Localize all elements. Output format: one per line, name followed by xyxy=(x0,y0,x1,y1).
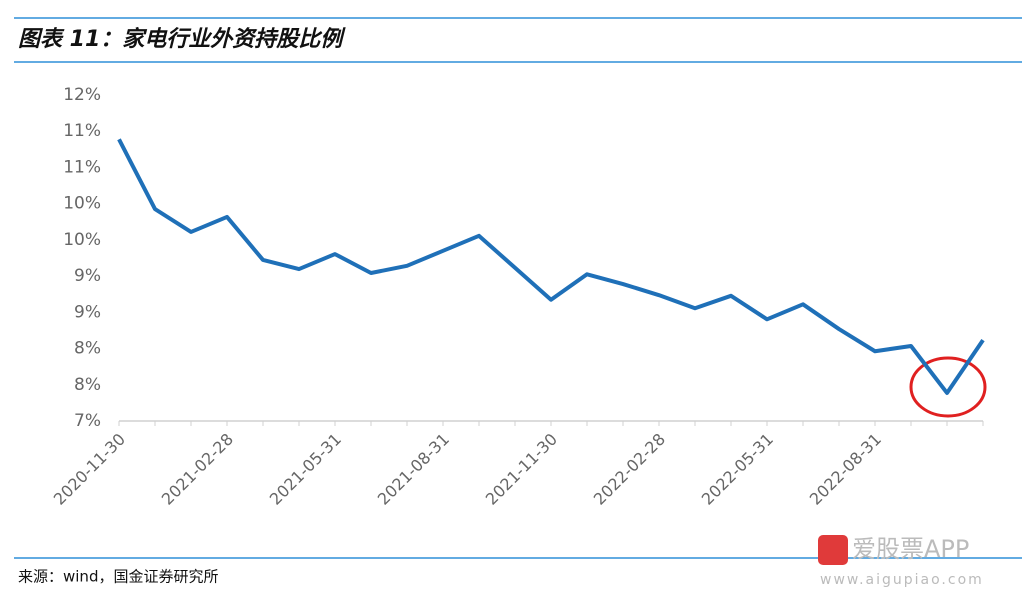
y-tick-label: 8% xyxy=(74,339,101,359)
line-series xyxy=(117,138,985,395)
highlight-circle xyxy=(909,356,987,418)
x-tick-label: 2022-02-28 xyxy=(590,430,669,509)
x-tick-label: 2022-08-31 xyxy=(806,430,885,509)
y-tick-label: 12% xyxy=(63,85,101,105)
y-tick-label: 11% xyxy=(63,157,101,177)
watermark-icon xyxy=(818,535,848,565)
watermark-url: www.aigupiao.com xyxy=(820,572,984,588)
source-note: 来源：wind，国金证券研究所 xyxy=(18,568,218,586)
x-tick-label: 2022-05-31 xyxy=(698,430,777,509)
chart-title: 图表 11：家电行业外资持股比例 xyxy=(18,26,346,52)
x-tick-label: 2021-11-30 xyxy=(482,430,561,509)
y-tick-label: 9% xyxy=(74,266,101,286)
y-tick-label: 7% xyxy=(74,411,101,431)
y-tick-label: 8% xyxy=(74,375,101,395)
y-tick-label: 10% xyxy=(63,194,101,214)
x-tick-label: 2021-02-28 xyxy=(158,430,237,509)
y-tick-label: 11% xyxy=(63,121,101,141)
x-tick-label: 2021-05-31 xyxy=(266,430,345,509)
x-tick-label: 2021-08-31 xyxy=(374,430,453,509)
watermark: 爱股票APP xyxy=(852,535,969,563)
x-tick-label: 2020-11-30 xyxy=(50,430,129,509)
y-tick-label: 10% xyxy=(63,230,101,250)
y-tick-label: 9% xyxy=(74,302,101,322)
